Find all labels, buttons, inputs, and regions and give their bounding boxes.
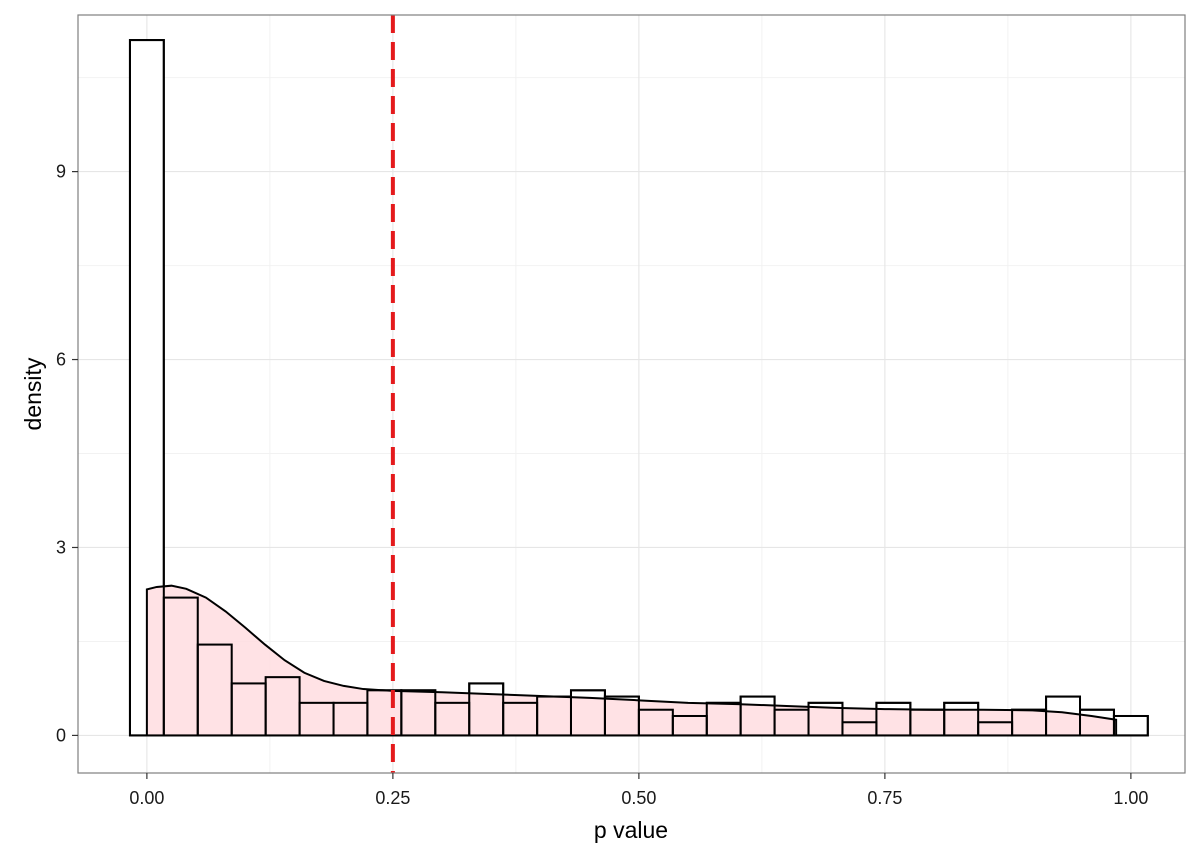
x-axis-title: p value: [594, 817, 668, 843]
y-tick-label: 3: [56, 537, 66, 557]
plot-panel-border: [77, 14, 1186, 774]
histogram-bar-outline: [943, 701, 980, 737]
x-tick-label: 0.25: [375, 788, 410, 808]
x-tick-label: 0.75: [867, 788, 902, 808]
histogram-bar-outline: [1112, 714, 1149, 737]
y-axis-title: density: [20, 357, 46, 430]
x-tick-label: 1.00: [1113, 788, 1148, 808]
histogram-bar-outline: [807, 701, 844, 737]
histogram-bar-outline: [128, 39, 165, 737]
x-tick-label: 0.50: [621, 788, 656, 808]
density-curve-layer: [128, 39, 1149, 737]
y-tick-label: 9: [56, 162, 66, 182]
x-axis: 0.00 0.25 0.50 0.75 1.00: [129, 773, 1148, 808]
y-tick-label: 6: [56, 350, 66, 370]
density-curve-line: [145, 584, 1118, 736]
density-area: [146, 585, 1117, 736]
x-tick-label: 0.00: [129, 788, 164, 808]
y-tick-label: 0: [56, 725, 66, 745]
y-axis: 0 3 6 9: [56, 162, 78, 745]
histogram-bar: [1112, 714, 1149, 737]
